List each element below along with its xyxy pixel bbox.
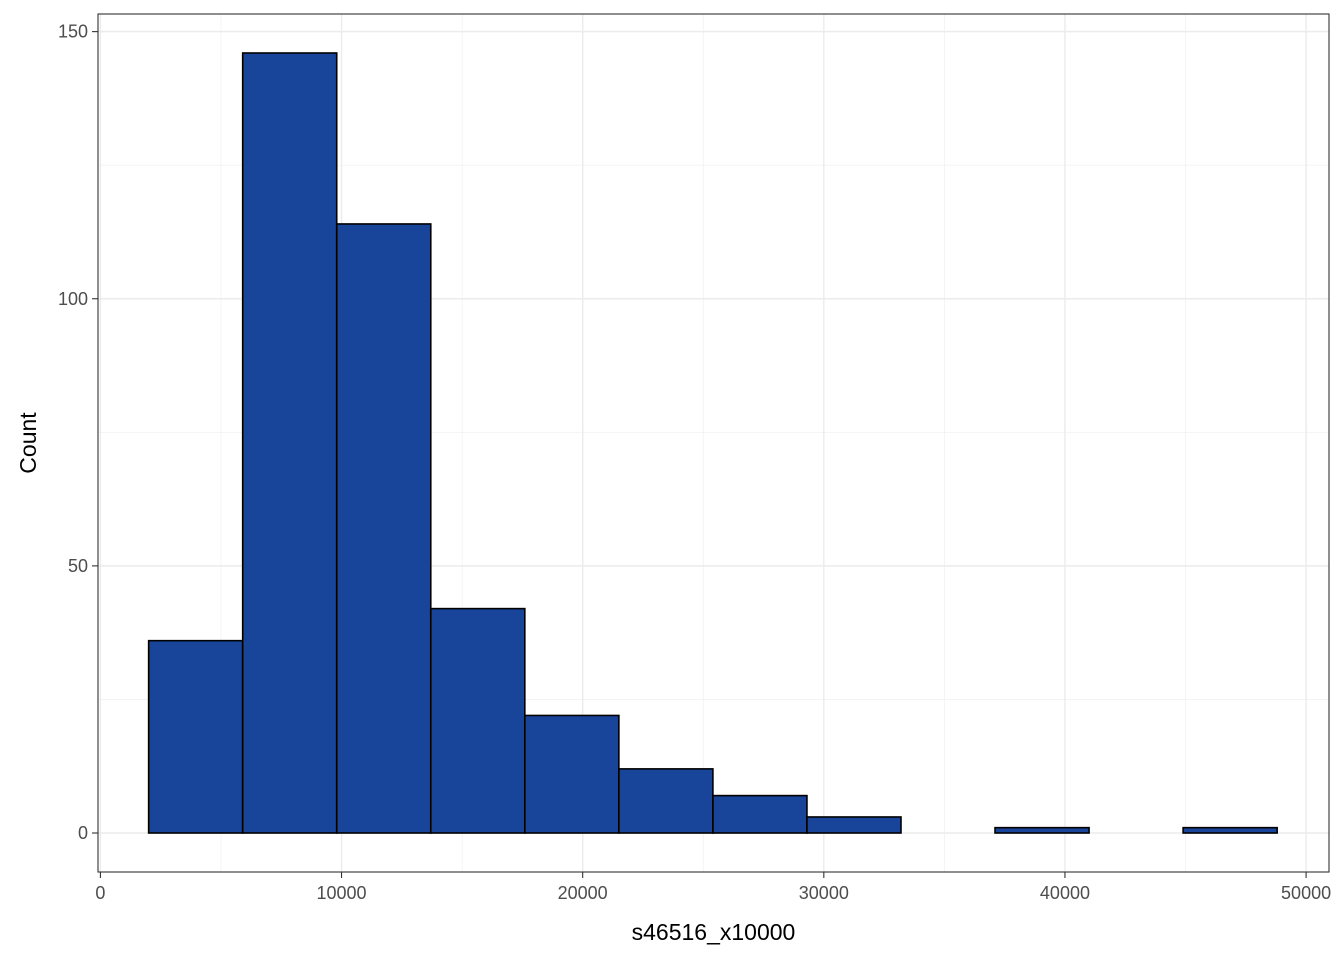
y-axis: 0 50 100 150 xyxy=(58,22,98,843)
histogram-bar xyxy=(241,52,338,834)
x-axis: 0 10000 20000 30000 40000 50000 xyxy=(95,872,1331,903)
x-tick-label: 30000 xyxy=(799,883,849,903)
histogram-bar xyxy=(429,607,526,834)
x-tick-label: 20000 xyxy=(558,883,608,903)
y-tick-label: 50 xyxy=(68,556,88,576)
x-tick-label: 10000 xyxy=(317,883,367,903)
histogram-bar xyxy=(806,816,902,834)
y-tick-label: 100 xyxy=(58,289,88,309)
x-tick-label: 50000 xyxy=(1281,883,1331,903)
histogram-bar xyxy=(524,714,620,834)
histogram-bar xyxy=(618,768,714,834)
histogram-bar xyxy=(994,826,1090,834)
histogram-bar xyxy=(335,223,432,834)
y-tick-label: 150 xyxy=(58,22,88,42)
y-tick-label: 0 xyxy=(78,823,88,843)
x-axis-title: s46516_x10000 xyxy=(632,919,796,945)
histogram-bar xyxy=(147,639,244,834)
histogram-bar xyxy=(1182,826,1278,834)
histogram-bars xyxy=(147,52,1278,834)
y-axis-title: Count xyxy=(15,412,41,474)
histogram-bar xyxy=(712,794,808,834)
x-tick-label: 0 xyxy=(95,883,105,903)
x-tick-label: 40000 xyxy=(1040,883,1090,903)
panel-border xyxy=(97,13,1330,873)
